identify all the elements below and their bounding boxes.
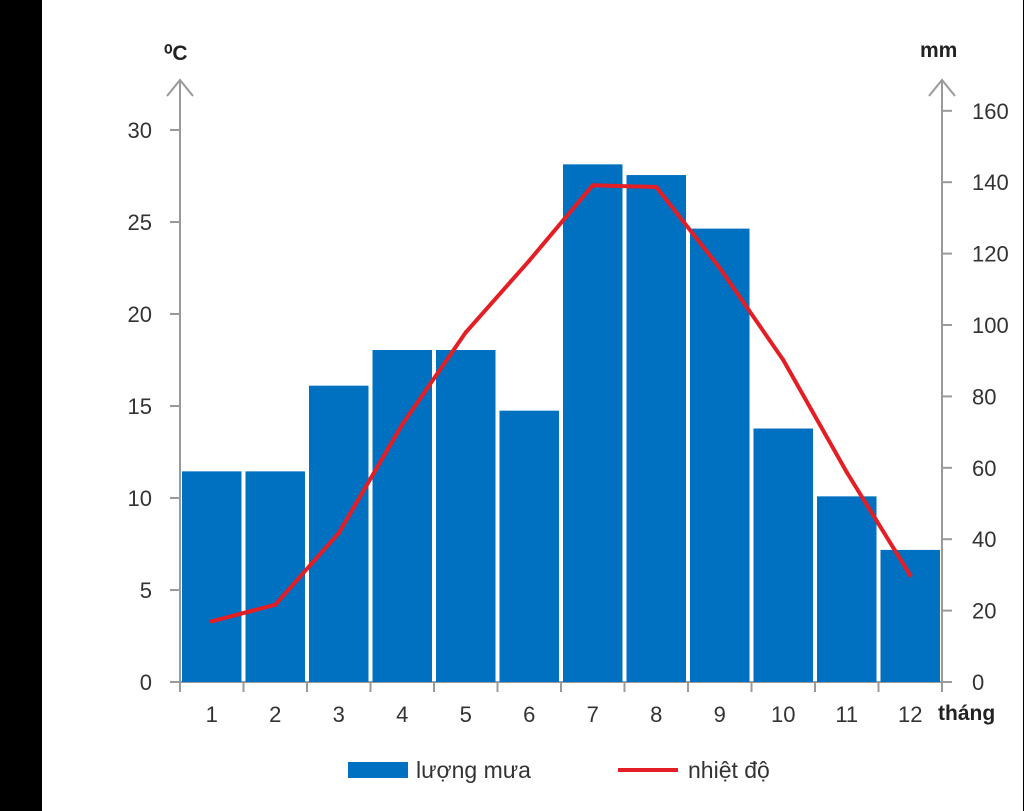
x-tick-label: 5 [460, 702, 472, 727]
left-tick-label: 30 [128, 118, 152, 143]
x-axis-label: tháng [938, 702, 995, 725]
left-axis-arrow [166, 78, 194, 97]
rainfall-bar-month-11 [817, 496, 877, 682]
left-axis-ticks: 0 5 10 15 20 25 30 [128, 118, 180, 695]
x-tick-label: 2 [269, 702, 281, 727]
right-axis-unit: mm [920, 39, 957, 62]
legend: lượng mưa nhiệt độ [348, 757, 770, 783]
temperature-line [209, 183, 913, 624]
legend-label-rainfall: lượng mưa [416, 757, 531, 783]
right-axis-arrow [928, 78, 956, 97]
right-axis-ticks: 0 20 40 60 80 100 120 140 160 [942, 99, 1009, 695]
temperature-point-month-3 [336, 530, 341, 535]
rainfall-bar-month-6 [499, 410, 559, 682]
temperature-point-month-5 [463, 330, 468, 335]
rainfall-bar-month-9 [690, 228, 750, 683]
rainfall-bar-month-8 [626, 175, 686, 682]
x-tick-label: 9 [714, 702, 726, 727]
right-tick-label: 0 [972, 670, 984, 695]
right-tick-label: 120 [972, 242, 1009, 267]
temperature-point-month-2 [273, 602, 278, 607]
left-tick-label: 15 [128, 394, 152, 419]
x-tick-label: 1 [206, 702, 218, 727]
right-tick-label: 40 [972, 527, 996, 552]
rainfall-bar-month-12 [880, 549, 940, 682]
x-tick-label: 3 [333, 702, 345, 727]
right-tick-label: 20 [972, 599, 996, 624]
x-tick-label: 12 [898, 702, 922, 727]
temperature-point-month-1 [209, 619, 214, 624]
rainfall-bar-month-2 [245, 471, 305, 682]
left-tick-label: 5 [140, 578, 152, 603]
rainfall-bar-month-7 [563, 164, 623, 683]
left-tick-label: 25 [128, 210, 152, 235]
right-tick-label: 160 [972, 99, 1009, 124]
x-tick-label: 4 [396, 702, 408, 727]
temperature-point-month-7 [590, 183, 595, 188]
x-axis-ticks: 1 2 3 4 5 6 7 8 9 10 11 12 [179, 682, 943, 727]
x-tick-label: 11 [835, 702, 858, 727]
x-tick-label: 10 [771, 702, 795, 727]
left-tick-label: 20 [128, 302, 152, 327]
temperature-point-month-10 [781, 358, 786, 362]
legend-swatch-rainfall [348, 762, 408, 778]
temperature-line-layer [209, 183, 913, 624]
temperature-point-month-8 [654, 185, 659, 190]
right-tick-label: 140 [972, 170, 1009, 195]
temperature-point-month-6 [527, 258, 532, 263]
legend-label-temperature: nhiệt độ [688, 757, 770, 783]
rainfall-bar-month-1 [182, 471, 242, 682]
rainfall-bar-month-5 [436, 349, 496, 682]
right-tick-label: 80 [972, 384, 996, 409]
temperature-point-month-11 [844, 470, 849, 475]
rainfall-bar-month-4 [372, 349, 432, 682]
rainfall-bar-month-10 [753, 428, 813, 682]
right-tick-label: 60 [972, 456, 996, 481]
left-tick-label: 0 [140, 670, 152, 695]
right-tick-label: 100 [972, 313, 1009, 338]
rainfall-bars [182, 164, 940, 683]
x-tick-label: 8 [650, 702, 662, 727]
temperature-point-month-9 [717, 266, 722, 270]
x-tick-label: 7 [587, 702, 599, 727]
temperature-point-month-12 [908, 573, 913, 578]
x-tick-label: 6 [523, 702, 535, 727]
left-axis-unit: ⁰C [164, 42, 188, 65]
chart-frame: ⁰C mm tháng 0 5 10 15 20 25 30 0 20 40 60 80 100 120… [42, 0, 1023, 811]
left-tick-label: 10 [128, 486, 152, 511]
temperature-point-month-4 [400, 422, 405, 427]
